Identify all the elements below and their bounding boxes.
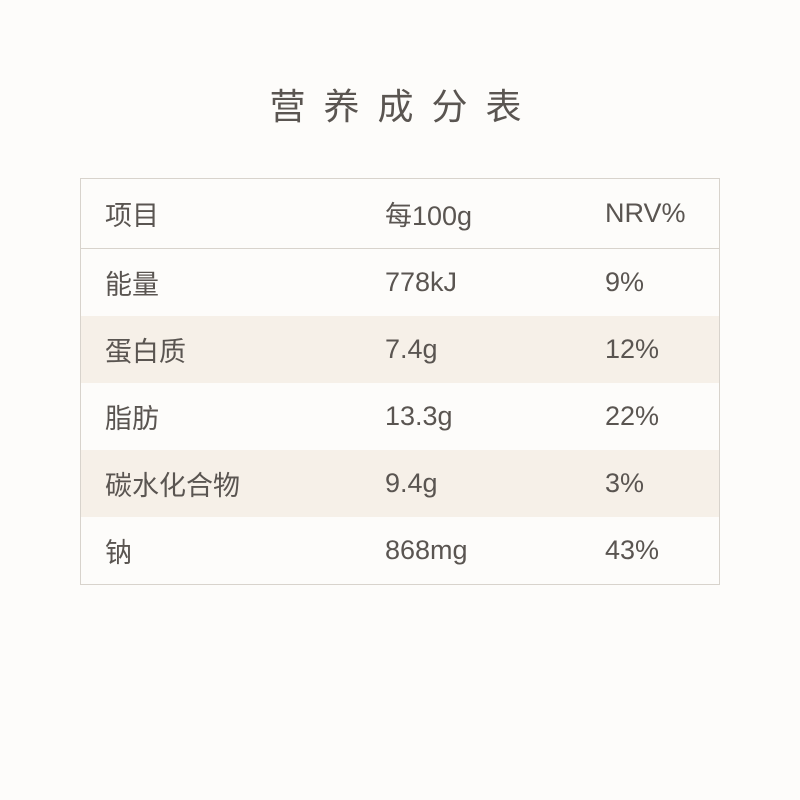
table-row: 碳水化合物 9.4g 3%: [81, 450, 719, 517]
cell-item: 碳水化合物: [105, 464, 385, 503]
cell-nrv: 9%: [605, 267, 695, 298]
col-header-per100g: 每100g: [385, 194, 605, 233]
cell-per100g: 778kJ: [385, 267, 605, 298]
table-header-row: 项目 每100g NRV%: [81, 179, 719, 249]
table-row: 蛋白质 7.4g 12%: [81, 316, 719, 383]
cell-nrv: 43%: [605, 535, 695, 566]
cell-per100g: 868mg: [385, 535, 605, 566]
table-row: 脂肪 13.3g 22%: [81, 383, 719, 450]
cell-item: 脂肪: [105, 397, 385, 436]
col-header-item: 项目: [105, 194, 385, 233]
cell-nrv: 22%: [605, 401, 695, 432]
cell-per100g: 9.4g: [385, 468, 605, 499]
cell-nrv: 12%: [605, 334, 695, 365]
table-row: 钠 868mg 43%: [81, 517, 719, 584]
cell-item: 蛋白质: [105, 330, 385, 369]
cell-per100g: 13.3g: [385, 401, 605, 432]
cell-nrv: 3%: [605, 468, 695, 499]
nutrition-table-title: 营养成分表: [260, 78, 539, 130]
cell-item: 钠: [105, 531, 385, 570]
table-row: 能量 778kJ 9%: [81, 249, 719, 316]
cell-item: 能量: [105, 263, 385, 302]
nutrition-table: 项目 每100g NRV% 能量 778kJ 9% 蛋白质 7.4g 12% 脂…: [80, 178, 720, 585]
cell-per100g: 7.4g: [385, 334, 605, 365]
col-header-nrv: NRV%: [605, 198, 695, 229]
